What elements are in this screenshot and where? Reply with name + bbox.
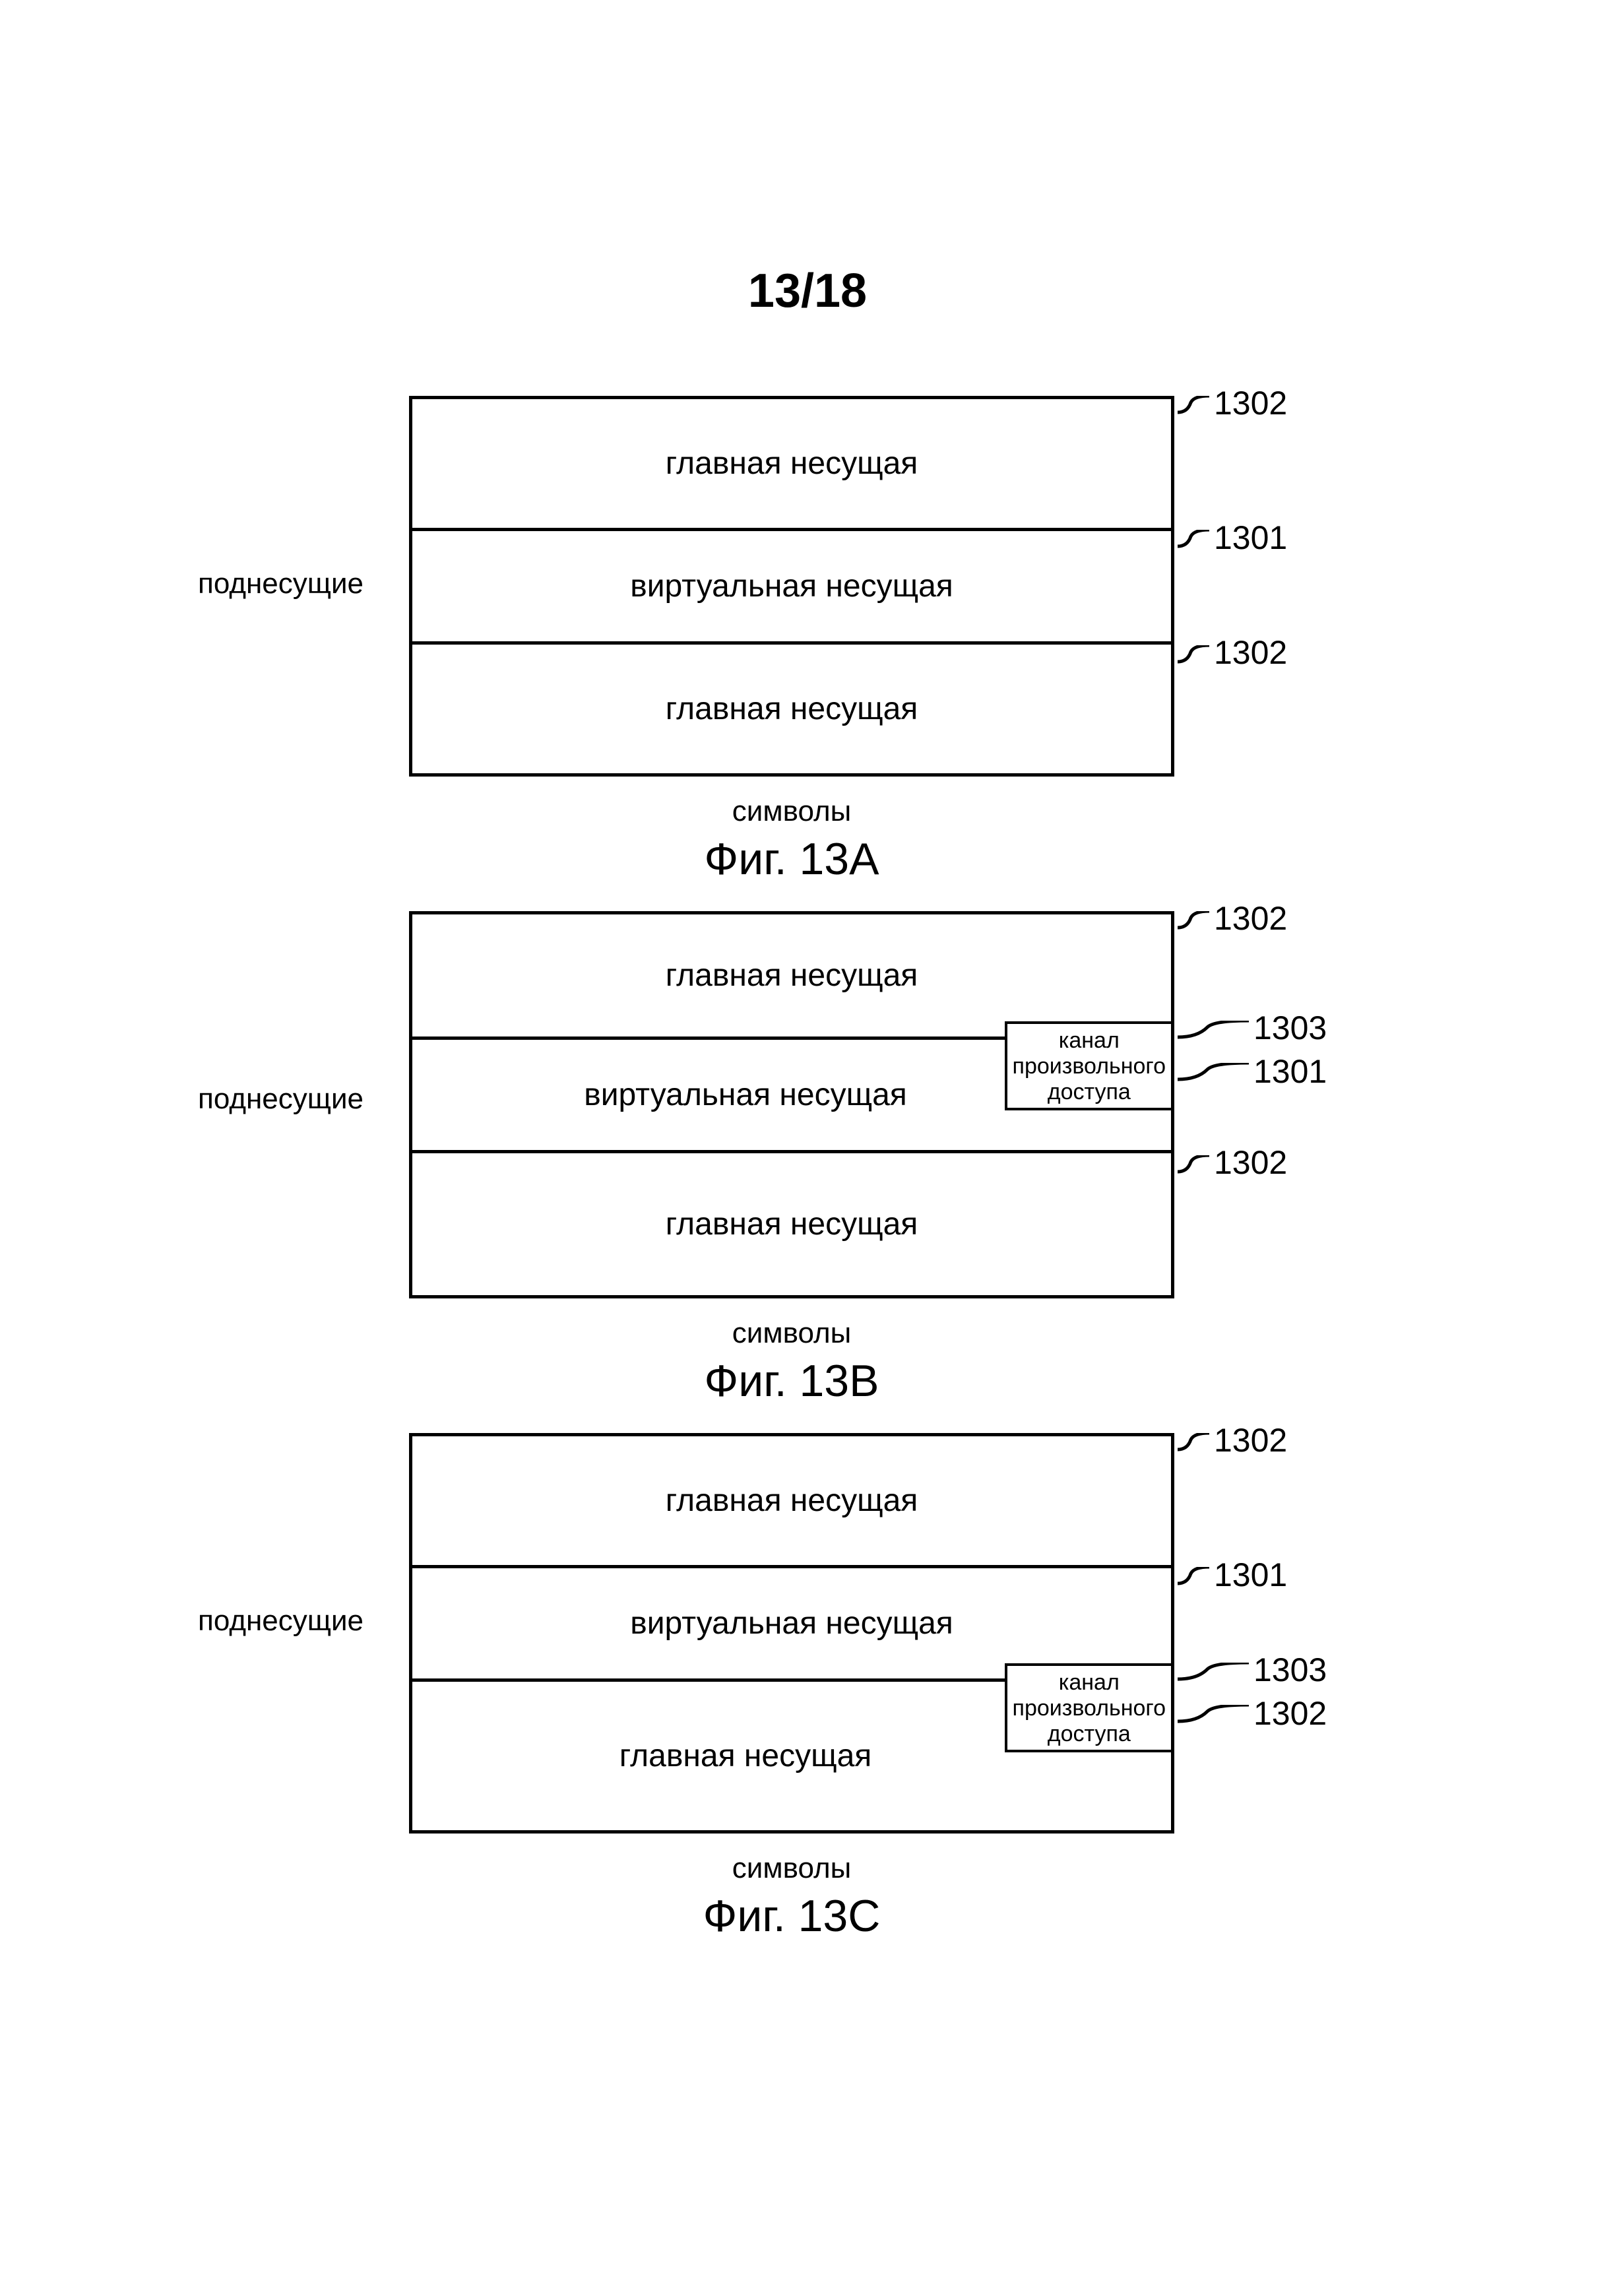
ref-1303: 1303 [1253,1651,1327,1689]
figure-13a: поднесущие главная несущая виртуальная н… [0,396,1615,885]
page-number: 13/18 [0,264,1615,318]
row-virtual-c: виртуальная несущая [412,1565,1171,1678]
row-main-top-c: главная несущая [412,1433,1171,1565]
figure-title-b: Фиг. 13B [409,1355,1174,1407]
figure-title-a: Фиг. 13A [409,833,1174,885]
callout-hook [1178,1663,1250,1696]
ref-1302: 1302 [1214,1421,1287,1459]
ra-line: произвольного [1013,1054,1166,1079]
y-axis-label-a: поднесущие [198,567,364,600]
row-label: главная несущая [619,1738,872,1774]
y-axis-label-c: поднесущие [198,1605,364,1638]
callout-hook [1178,1021,1250,1054]
row-label: главная несущая [666,445,918,482]
ref-1302: 1302 [1214,384,1287,422]
row-main-bottom-a: главная несущая [412,641,1171,773]
callout-hook [1178,396,1211,429]
callout-hook [1178,911,1211,944]
ref-1301: 1301 [1253,1052,1327,1091]
row-label: виртуальная несущая [630,1605,953,1642]
row-main-bottom-c: главная несущая канал произвольного дост… [412,1678,1171,1830]
carrier-stack-a: главная несущая виртуальная несущая глав… [409,396,1174,777]
callout-hook [1178,1155,1211,1188]
row-virtual-a: виртуальная несущая [412,528,1171,641]
row-label: главная несущая [666,1206,918,1242]
ra-line: канал [1013,1028,1166,1054]
row-main-bottom-b: главная несущая [412,1150,1171,1295]
ref-1301: 1301 [1214,519,1287,557]
ra-line: произвольного [1013,1696,1166,1721]
row-main-top-b: главная несущая [412,911,1171,1036]
figure-13c: поднесущие главная несущая виртуальная н… [0,1433,1615,1942]
row-virtual-b: виртуальная несущая канал произвольного … [412,1036,1171,1150]
random-access-box-c: канал произвольного доступа [1005,1663,1174,1752]
callout-hook [1178,645,1211,678]
callout-hook [1178,1567,1211,1600]
random-access-box-b: канал произвольного доступа [1005,1021,1174,1110]
ra-line: доступа [1013,1721,1166,1747]
page: 13/18 поднесущие главная несущая виртуал… [0,0,1615,2296]
callout-hook [1178,1433,1211,1466]
ref-1301: 1301 [1214,1556,1287,1594]
row-label: главная несущая [666,691,918,727]
ref-1302: 1302 [1214,633,1287,672]
x-axis-label-b: символы [409,1317,1174,1350]
ref-1302: 1302 [1214,1143,1287,1182]
callout-hook [1178,530,1211,563]
row-label: главная несущая [666,957,918,994]
row-label: виртуальная несущая [584,1077,907,1113]
y-axis-label-b: поднесущие [198,1083,364,1116]
ref-1302: 1302 [1214,899,1287,938]
x-axis-label-c: символы [409,1852,1174,1885]
ref-1302: 1302 [1253,1694,1327,1733]
figure-13b: поднесущие главная несущая виртуальная н… [0,911,1615,1407]
carrier-stack-c: главная несущая виртуальная несущая глав… [409,1433,1174,1834]
x-axis-label-a: символы [409,795,1174,828]
ref-1303: 1303 [1253,1009,1327,1047]
row-label: виртуальная несущая [630,568,953,604]
row-label: главная несущая [666,1483,918,1519]
callout-hook [1178,1063,1250,1096]
callout-hook [1178,1705,1250,1738]
ra-line: доступа [1013,1079,1166,1105]
ra-line: канал [1013,1670,1166,1696]
carrier-stack-b: главная несущая виртуальная несущая кана… [409,911,1174,1298]
figure-title-c: Фиг. 13C [409,1890,1174,1942]
row-main-top-a: главная несущая [412,396,1171,528]
